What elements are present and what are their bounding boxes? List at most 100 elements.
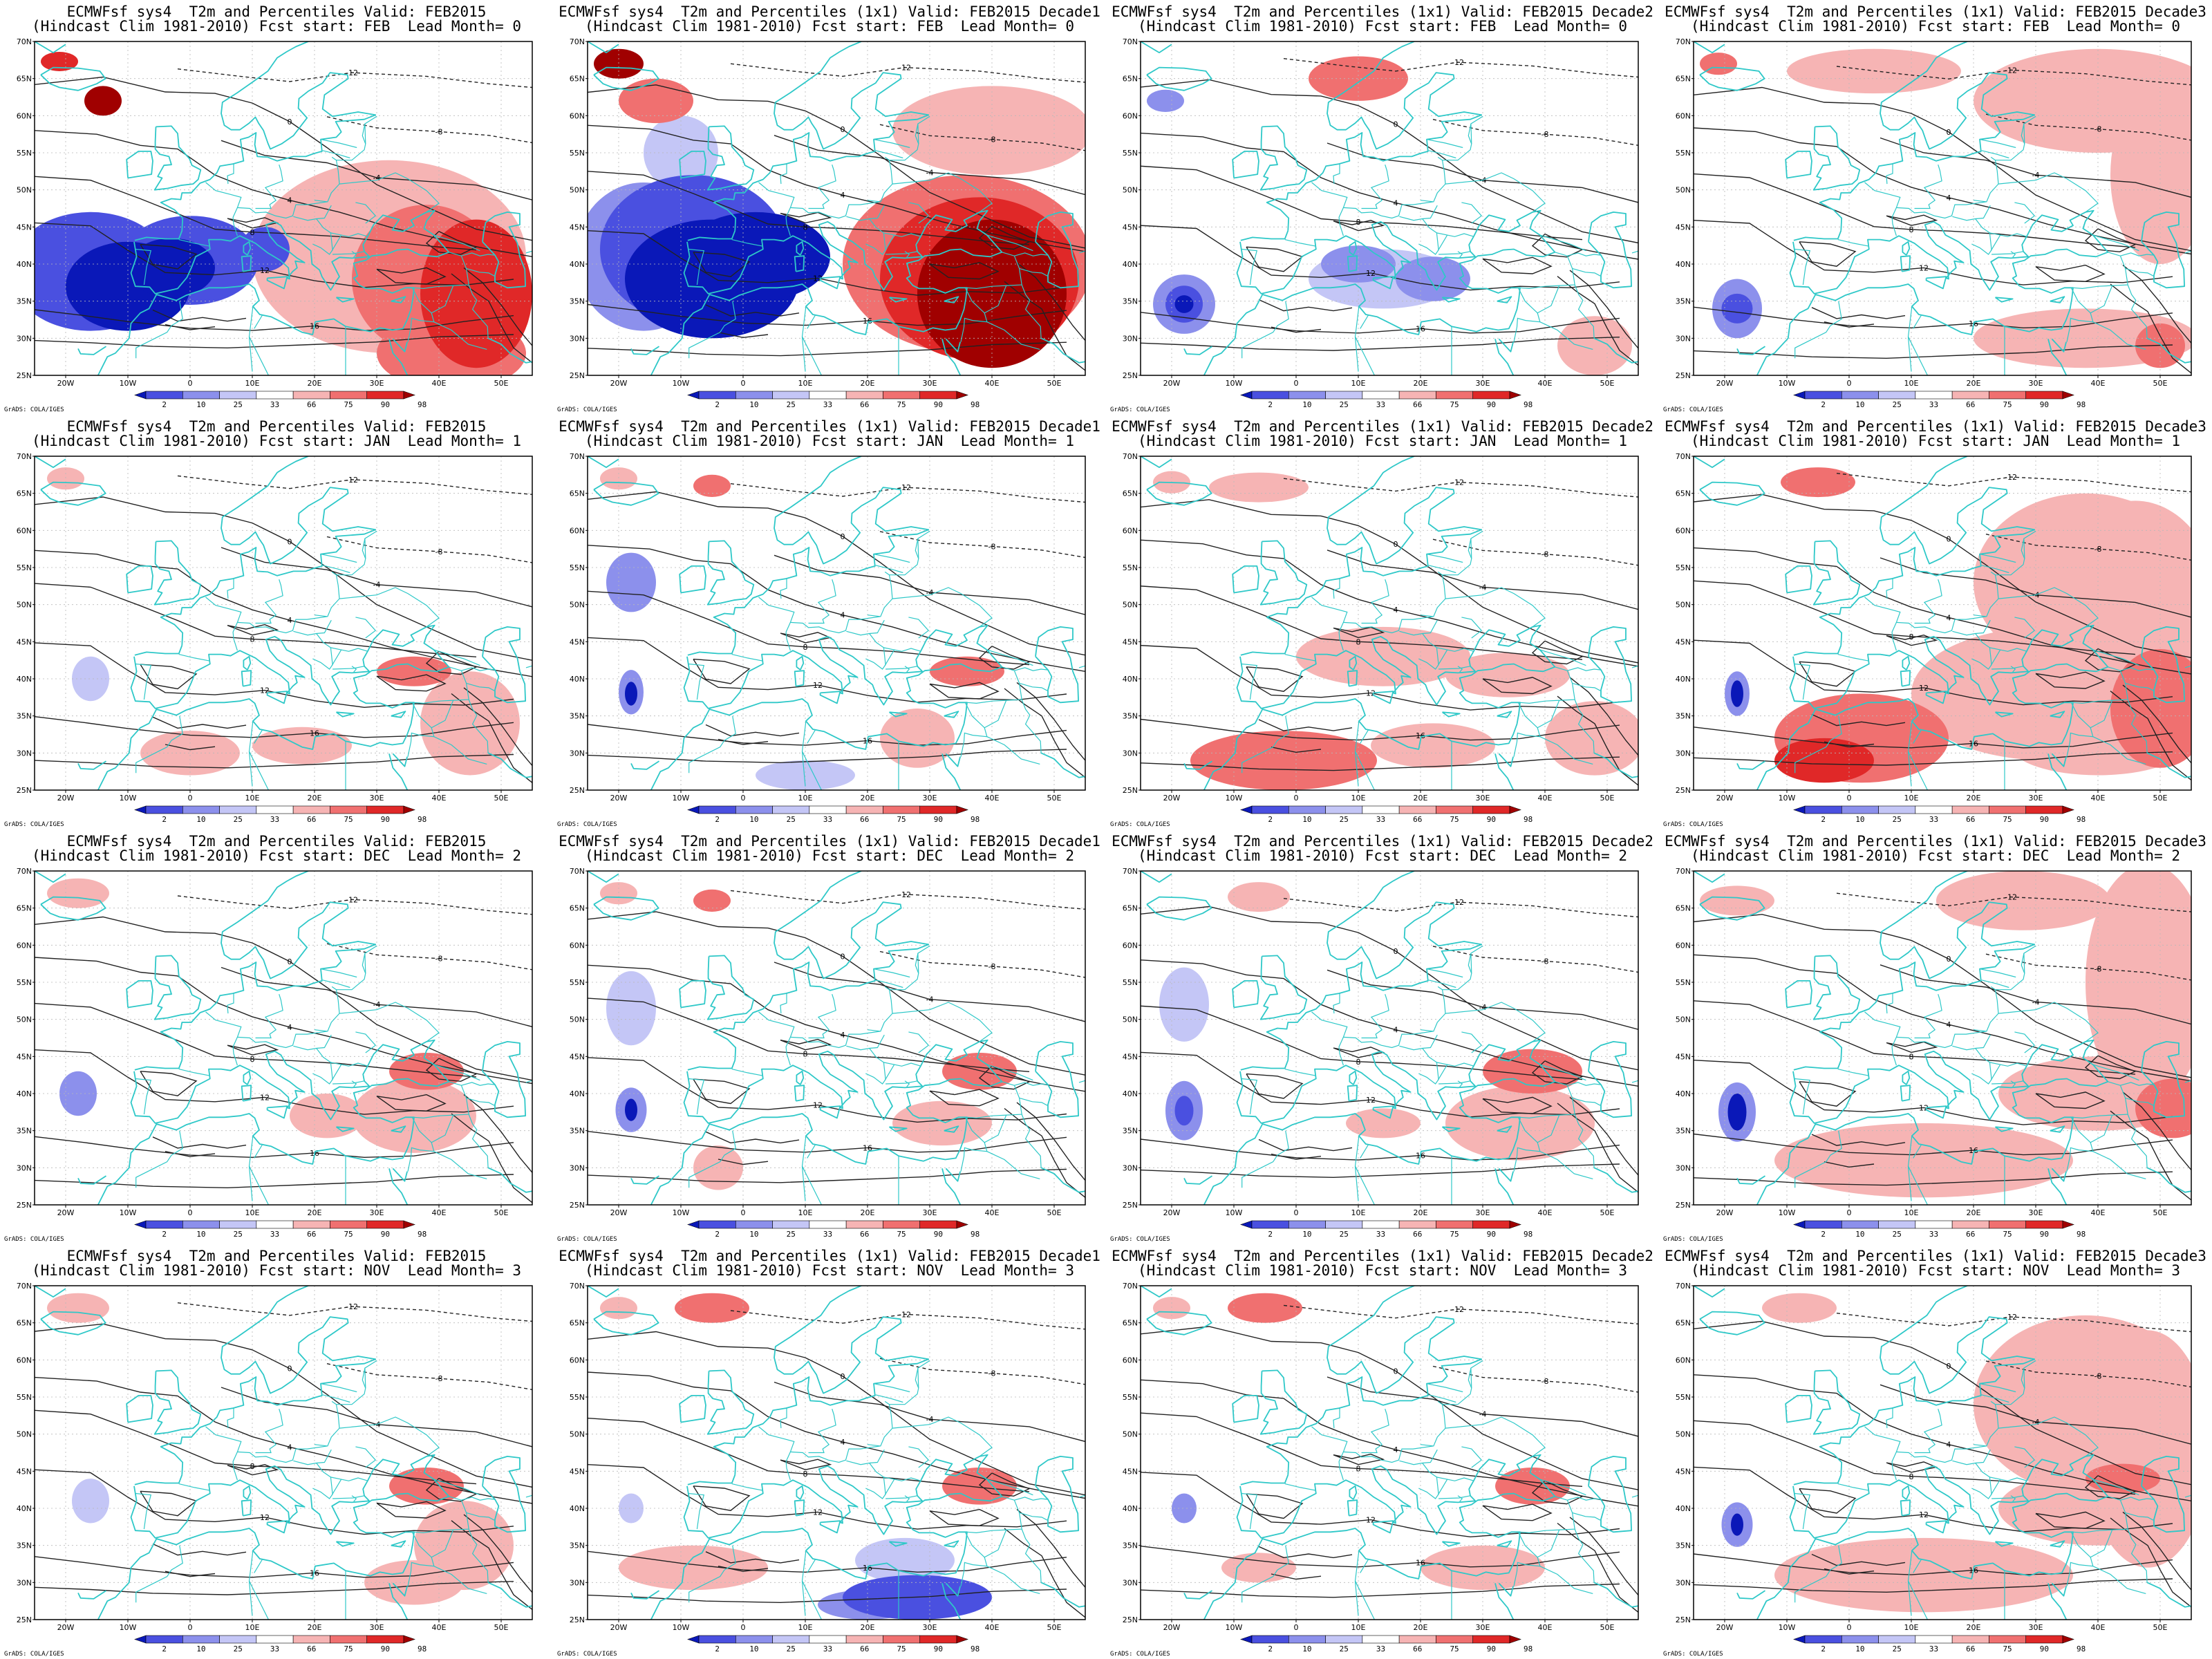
country-border [1343, 156, 1446, 219]
country-border [237, 156, 340, 219]
panel-subtitle: (Hindcast Clim 1981-2010) Fcst start: FE… [584, 18, 1074, 35]
country-border [135, 301, 183, 359]
country-border [960, 1557, 988, 1586]
contour-line [2035, 671, 2106, 689]
colorbar-label: 10 [1855, 815, 1864, 824]
coastline [266, 276, 288, 290]
contour-label: 8 [250, 228, 255, 237]
anomaly-region [1159, 967, 1209, 1042]
country-border [407, 312, 435, 342]
longitude-label: 30E [923, 794, 937, 803]
latitude-label: 30N [1123, 1163, 1138, 1172]
country-border [2184, 250, 2191, 254]
country-border [336, 538, 366, 576]
country-border [889, 538, 919, 576]
country-border [468, 1114, 489, 1168]
coastline [1785, 150, 1812, 179]
country-borders [135, 1360, 532, 1620]
country-border [1333, 164, 1340, 185]
coastline [2146, 752, 2191, 778]
country-border [1354, 1580, 1376, 1620]
coastline [2050, 1540, 2065, 1548]
contour-line [463, 267, 532, 346]
latitude-label: 70N [17, 452, 32, 461]
country-border [1519, 1081, 1575, 1119]
coastline [1141, 1286, 1172, 1297]
contour-line [376, 1094, 447, 1112]
country-border [885, 1495, 918, 1499]
country-border [1886, 993, 1893, 1014]
contour-line [1246, 246, 1304, 272]
colorbar-label: 25 [1340, 1230, 1349, 1239]
colorbar-segment [1398, 805, 1436, 814]
coastline [1203, 624, 1556, 790]
country-border [1428, 1394, 1456, 1403]
latitude-label: 55N [17, 1393, 32, 1402]
country-border [869, 633, 884, 648]
country-border [1952, 1449, 1991, 1465]
country-border [1241, 301, 1289, 359]
contour-line [1824, 1161, 1875, 1168]
forecast-map-panel: -12 -8 -4 0 4 8 12 16 70N 65N 60N 55N 50N 45N 40N 35N 30… [553, 415, 1106, 830]
contour-line [1824, 1568, 1875, 1575]
country-border [1311, 597, 1348, 651]
longitude-label: 10E [1351, 1208, 1366, 1217]
coastline [1819, 456, 2036, 646]
country-border [1973, 1444, 1987, 1447]
country-border [1907, 1580, 1929, 1620]
latitude-label: 35N [1676, 297, 1691, 306]
coastline [794, 1085, 805, 1102]
colorbar-segment [919, 391, 957, 400]
longitude-label: 0 [741, 1208, 746, 1217]
coastlines [35, 871, 532, 1205]
colorbar-segment [219, 1635, 257, 1644]
coastline [1736, 346, 1765, 355]
anomaly-region [942, 1468, 1017, 1505]
country-border [1343, 986, 1446, 1049]
colorbar: 2 10 25 33 66 75 90 98 [1793, 805, 2086, 824]
colorbar-segment [845, 805, 883, 814]
panel-title: ECMWFsf sys4 T2m and Percentiles (1x1) V… [1665, 418, 2206, 435]
longitude-label: 0 [188, 1208, 193, 1217]
country-border [2125, 268, 2154, 276]
longitude-label: 20W [1716, 794, 1734, 803]
country-border [254, 1144, 263, 1159]
coastline [1372, 276, 1394, 290]
country-border [1574, 1114, 1595, 1168]
country-border [351, 251, 357, 258]
anomaly-region [693, 889, 731, 912]
anomaly-region [389, 1468, 464, 1505]
country-border [2010, 251, 2016, 258]
colorbar-arrow-low [1793, 1220, 1806, 1229]
contour-line [1258, 1546, 1353, 1559]
latitude-label: 70N [1123, 1282, 1138, 1291]
colorbar-label: 98 [971, 1230, 980, 1239]
country-border [331, 1064, 342, 1081]
colorbar: 2 10 25 33 66 75 90 98 [134, 1220, 427, 1239]
contour-line [1141, 585, 1583, 660]
colorbar-label: 2 [162, 1230, 167, 1239]
contour-line [1141, 1138, 1620, 1161]
anomaly-region [1346, 1108, 1421, 1138]
latitude-label: 70N [570, 452, 585, 461]
latitude-label: 60N [570, 941, 585, 950]
forecast-map-panel: -12 -8 -4 0 4 8 12 16 70N 65N 60N 55N 50N 45N 40N 35N 30… [1659, 1244, 2212, 1659]
country-border [1975, 1463, 1990, 1478]
contour-line [2084, 228, 2137, 253]
map-canvas: -12-8-4048121670N65N60N55N50N45N40N35N30… [17, 867, 533, 1239]
contour-label: 12 [1366, 1516, 1376, 1525]
country-border [1913, 315, 1922, 329]
coastline [888, 711, 908, 718]
grads-credit: GrADS: COLA/IGES [1663, 1651, 1723, 1658]
map-canvas: -12-8-4048121670N65N60N55N50N45N40N35N30… [570, 37, 1086, 409]
country-border [1991, 666, 2024, 670]
colorbar-segment [1362, 1220, 1400, 1229]
coastline [1372, 1520, 1394, 1534]
country-border [1361, 1409, 1389, 1454]
contour-line [177, 895, 532, 915]
coastline [1588, 1455, 1632, 1533]
coastline [1902, 241, 1911, 256]
anomaly-region [1731, 1513, 1743, 1536]
contour-line [1141, 337, 1620, 351]
